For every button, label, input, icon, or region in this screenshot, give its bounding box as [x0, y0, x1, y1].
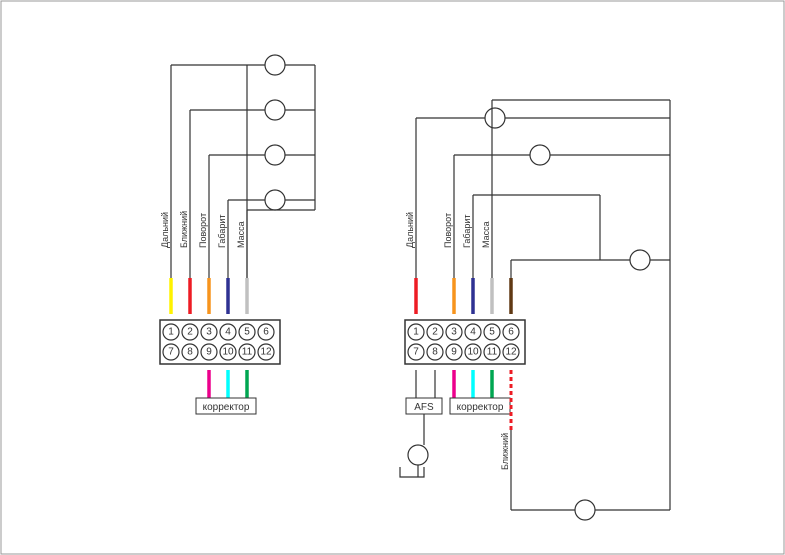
lamp-node — [265, 100, 285, 120]
svg-text:Габарит: Габарит — [217, 215, 227, 248]
lamp-node — [630, 250, 650, 270]
svg-text:7: 7 — [413, 347, 419, 358]
svg-text:Масса: Масса — [236, 221, 246, 248]
svg-text:2: 2 — [432, 327, 438, 338]
svg-text:AFS: AFS — [414, 402, 434, 413]
svg-text:11: 11 — [242, 347, 253, 358]
svg-text:10: 10 — [467, 347, 479, 358]
lamp-node — [408, 445, 428, 465]
lamp-node — [265, 145, 285, 165]
lamp-node — [530, 145, 550, 165]
lamp-node — [485, 108, 505, 128]
svg-text:Масса: Масса — [481, 221, 491, 248]
svg-text:Поворот: Поворот — [198, 213, 208, 248]
svg-text:Дальний: Дальний — [160, 212, 170, 248]
svg-text:7: 7 — [168, 347, 174, 358]
svg-text:11: 11 — [487, 347, 498, 358]
svg-text:6: 6 — [263, 327, 269, 338]
svg-text:1: 1 — [413, 327, 419, 338]
svg-text:9: 9 — [451, 347, 457, 358]
svg-text:3: 3 — [451, 327, 457, 338]
svg-text:корректор: корректор — [457, 402, 504, 413]
svg-text:12: 12 — [505, 347, 517, 358]
svg-text:3: 3 — [206, 327, 212, 338]
lamp-node — [265, 55, 285, 75]
svg-text:Дальний: Дальний — [405, 212, 415, 248]
svg-text:8: 8 — [187, 347, 193, 358]
svg-text:1: 1 — [168, 327, 174, 338]
svg-text:Ближний: Ближний — [179, 211, 189, 248]
svg-text:6: 6 — [508, 327, 514, 338]
wiring-diagram: 123456789101112ДальнийБлижнийПоворотГаба… — [0, 0, 785, 555]
svg-text:4: 4 — [225, 327, 231, 338]
svg-text:8: 8 — [432, 347, 438, 358]
svg-text:Ближний: Ближний — [500, 433, 510, 470]
svg-text:9: 9 — [206, 347, 212, 358]
svg-text:12: 12 — [260, 347, 272, 358]
lamp-node — [575, 500, 595, 520]
svg-text:Габарит: Габарит — [462, 215, 472, 248]
svg-text:5: 5 — [489, 327, 495, 338]
lamp-node — [265, 190, 285, 210]
svg-text:2: 2 — [187, 327, 193, 338]
svg-text:4: 4 — [470, 327, 476, 338]
svg-text:Поворот: Поворот — [443, 213, 453, 248]
svg-text:корректор: корректор — [203, 402, 250, 413]
svg-text:10: 10 — [222, 347, 234, 358]
svg-text:5: 5 — [244, 327, 250, 338]
